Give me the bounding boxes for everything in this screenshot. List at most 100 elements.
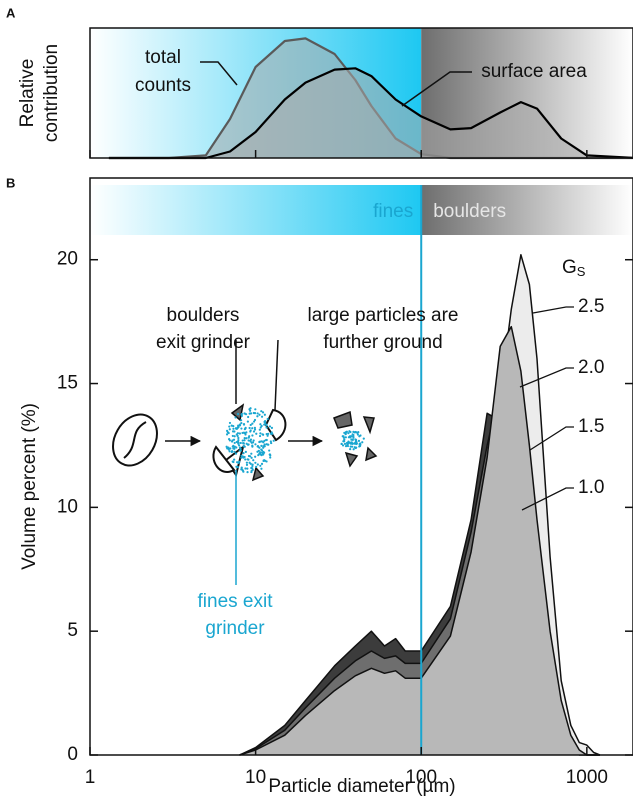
fine-dot	[258, 452, 261, 455]
legend-title-main: G	[562, 257, 577, 278]
annotation: large particles are	[307, 305, 458, 326]
fine-dot	[342, 435, 345, 438]
x-tick-label: 100	[405, 767, 437, 788]
legend-leader	[519, 367, 574, 388]
legend-leader	[529, 426, 574, 451]
fine-dot	[344, 436, 347, 439]
fine-dot	[247, 439, 250, 442]
fine-dot	[236, 412, 240, 416]
fine-dot	[355, 446, 358, 449]
legend-label: 2.5	[578, 296, 604, 317]
plot-frame	[89, 27, 633, 159]
annotation: further ground	[323, 332, 442, 353]
fine-dot	[259, 432, 262, 435]
fine-dot	[252, 459, 255, 462]
fine-dot	[249, 423, 252, 427]
annotation: counts	[135, 75, 191, 96]
fine-dot	[359, 434, 362, 437]
fine-dot	[265, 438, 268, 442]
fine-dot	[272, 439, 275, 442]
fine-dot	[237, 444, 241, 447]
fine-dot	[240, 466, 243, 469]
fine-dot	[235, 465, 238, 468]
fine-dot	[270, 426, 274, 429]
fine-dot	[259, 426, 262, 429]
fine-dot	[340, 442, 343, 446]
fine-dot	[254, 443, 257, 446]
fine-dot	[236, 432, 240, 435]
fine-dot	[260, 444, 263, 447]
fine-dot	[233, 450, 236, 453]
fine-dot	[265, 423, 268, 426]
fine-dot	[244, 433, 247, 436]
fine-dot	[248, 435, 251, 438]
fine-dot	[251, 422, 254, 425]
fine-dot	[240, 422, 243, 425]
fine-dot	[234, 416, 237, 419]
fine-dot	[228, 437, 231, 441]
fine-dot	[232, 460, 235, 464]
legend-label: 1.5	[578, 416, 604, 437]
fine-dot	[261, 433, 264, 436]
fine-dot	[345, 430, 348, 433]
fine-dot	[246, 420, 249, 423]
fine-dot	[244, 450, 247, 453]
fine-dot	[258, 413, 261, 416]
fine-dot	[256, 450, 259, 453]
fine-dot	[230, 450, 233, 454]
fine-dot	[251, 444, 254, 447]
fine-dot	[266, 434, 269, 437]
fine-dot	[262, 459, 265, 462]
fine-dot	[251, 427, 254, 430]
fine-dot	[242, 470, 245, 473]
annotation: total	[145, 47, 181, 68]
fine-dot	[268, 453, 272, 456]
fine-dot	[263, 423, 266, 426]
fine-dot	[244, 426, 247, 429]
fine-dot	[225, 445, 228, 448]
fine-dot	[251, 434, 254, 437]
fine-dot	[263, 443, 266, 446]
fine-dot	[240, 468, 243, 471]
fine-dot	[351, 445, 354, 448]
fine-dot	[349, 430, 352, 434]
fine-dot	[346, 443, 349, 446]
legend-label: 2.0	[578, 357, 604, 378]
fine-dot	[228, 421, 232, 425]
fine-dot	[228, 450, 231, 453]
fine-dot	[261, 411, 265, 414]
plot-frame	[89, 177, 633, 756]
fine-dot	[238, 432, 242, 435]
legend-title-sub: S	[577, 264, 586, 279]
fine-dot	[349, 442, 352, 445]
fine-dot	[253, 426, 256, 429]
fine-dot	[250, 470, 253, 474]
fine-dot	[356, 433, 359, 436]
boulders-region	[421, 185, 633, 235]
fine-dot	[241, 439, 244, 442]
fine-dot	[242, 452, 245, 455]
fine-dot	[254, 455, 257, 458]
y-axis-label: Relative	[17, 59, 38, 128]
fine-dot	[347, 440, 350, 443]
fine-dot	[351, 433, 354, 436]
fine-dot	[231, 430, 235, 433]
fine-dot	[341, 444, 345, 447]
fine-dot	[239, 449, 242, 452]
fine-dot	[357, 439, 361, 442]
fine-dot	[362, 437, 365, 440]
fine-dot	[233, 435, 236, 438]
fine-dot	[242, 431, 245, 434]
fine-dot	[359, 443, 362, 446]
fine-dot	[352, 448, 355, 451]
fine-dot	[243, 445, 246, 448]
fine-dot	[253, 418, 257, 422]
annotation: fines exit	[198, 591, 274, 612]
fine-dot	[267, 432, 270, 435]
fine-dot	[254, 461, 257, 464]
fine-dot	[251, 463, 254, 466]
fine-dot	[248, 408, 251, 411]
fine-dot	[244, 467, 247, 470]
fine-dot	[260, 415, 264, 418]
fine-dot	[253, 428, 257, 431]
